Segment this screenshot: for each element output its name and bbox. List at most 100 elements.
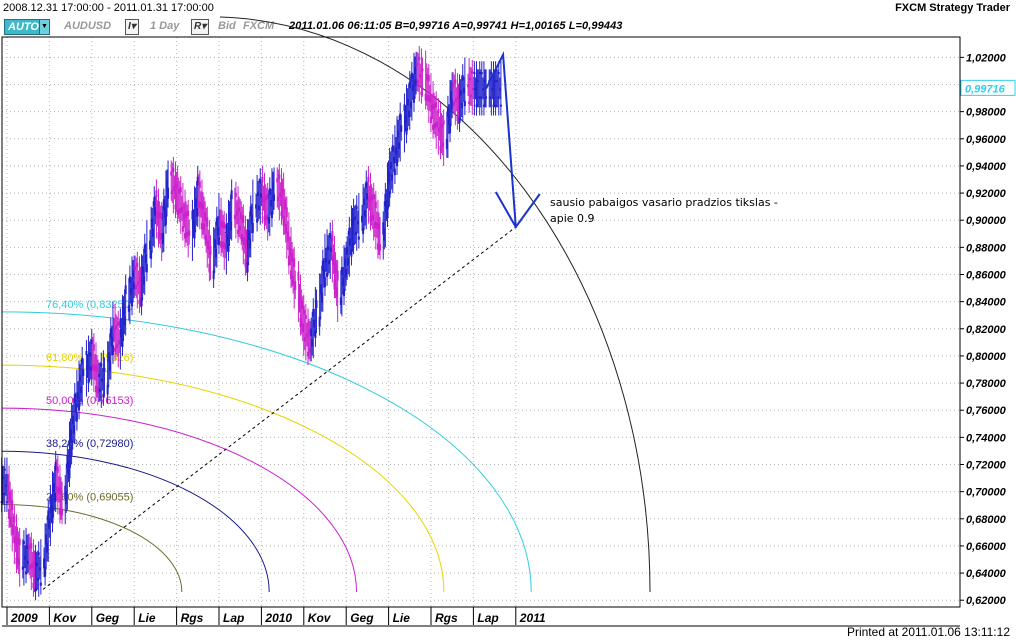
candle-body <box>306 351 309 357</box>
candle-body <box>415 79 418 86</box>
candle-body <box>403 104 406 111</box>
candle-body <box>216 227 219 236</box>
candle-body <box>106 384 109 395</box>
candle-body <box>265 214 268 221</box>
candle-body <box>79 374 82 382</box>
candle-body <box>470 94 473 98</box>
candle-body <box>451 99 454 110</box>
candle-body <box>129 288 132 295</box>
candle-body <box>31 562 34 569</box>
candle-body <box>394 147 397 155</box>
y-tick-label: 0,72000 <box>966 460 1007 472</box>
candle-body <box>291 252 294 262</box>
candle-body <box>118 340 121 345</box>
candle-body <box>119 319 122 329</box>
candle-body <box>99 388 102 393</box>
candle-body <box>372 193 375 200</box>
x-tick-label: 2011 <box>519 611 546 625</box>
candle-body <box>244 259 247 267</box>
candle-body <box>88 352 91 357</box>
candle-body <box>476 80 479 83</box>
auto-scale-button[interactable]: AUTO ▼ <box>4 19 50 35</box>
candle-body <box>167 187 170 199</box>
projection-arrow <box>485 50 517 228</box>
candle-body <box>445 139 448 149</box>
y-tick-label: 0,64000 <box>966 568 1007 580</box>
candle-body <box>277 196 280 201</box>
candle-body <box>239 226 242 231</box>
y-tick-label: 0,76000 <box>966 405 1007 417</box>
candle-body <box>96 365 99 373</box>
candle-body <box>309 348 312 353</box>
reset-menu-button[interactable]: R▾ <box>191 19 210 35</box>
candle-body <box>213 239 216 248</box>
candle-body <box>357 236 360 240</box>
candle-body <box>196 176 199 186</box>
candle-body <box>368 196 371 202</box>
candle-body <box>173 186 176 191</box>
symbol-label[interactable]: AUDUSD <box>64 20 112 32</box>
candle-body <box>441 142 444 147</box>
y-tick-label: 0,98000 <box>966 107 1007 119</box>
candle-body <box>101 378 104 382</box>
candle-body <box>222 241 225 249</box>
candle-body <box>11 500 14 511</box>
candle-body <box>439 146 442 151</box>
candle-body <box>433 103 436 109</box>
candle-body <box>185 212 188 218</box>
candle-body <box>14 536 17 544</box>
candle-body <box>36 577 39 581</box>
candle-body <box>261 176 264 183</box>
candle-body <box>429 116 432 124</box>
candle-body <box>186 231 189 238</box>
candle-body <box>114 347 117 352</box>
candle-body <box>121 338 124 348</box>
fib-level-label: 38,20% (0,72980) <box>46 438 133 450</box>
candle-body <box>16 537 19 545</box>
candle-body <box>240 212 243 220</box>
candle-body <box>200 222 203 230</box>
y-tick-label: 0,92000 <box>966 188 1007 200</box>
candle-body <box>234 192 237 197</box>
candle-body <box>90 339 93 344</box>
candle-body <box>139 277 142 282</box>
candle-body <box>352 242 355 246</box>
x-tick-label: Geg <box>350 611 374 625</box>
candle-body <box>209 246 212 255</box>
candle-body <box>330 247 333 252</box>
candle-body <box>81 357 84 365</box>
chevron-down-icon[interactable]: ▼ <box>38 20 49 34</box>
y-tick-label: 0,74000 <box>966 432 1007 444</box>
x-tick-label: Kov <box>53 611 77 625</box>
candle-body <box>160 212 163 220</box>
candle-body <box>408 81 411 89</box>
candle-body <box>8 509 11 519</box>
candle-body <box>110 336 113 347</box>
candle-body <box>233 214 236 220</box>
period-label[interactable]: 1 Day <box>150 20 180 32</box>
candle-body <box>150 250 153 259</box>
candle-body <box>141 266 144 276</box>
candle-body <box>482 104 485 107</box>
candle-body <box>1 476 4 479</box>
candle-body <box>424 94 427 101</box>
candle-body <box>67 459 70 474</box>
candle-body <box>113 328 115 334</box>
candle-body <box>449 123 452 134</box>
fib-level-label: 50,00% (0,76153) <box>46 395 133 407</box>
candle-body <box>489 96 492 99</box>
candle-body <box>140 297 143 307</box>
candle-body <box>397 130 400 138</box>
indicator-menu-button[interactable]: I▾ <box>125 19 139 35</box>
candle-body <box>120 328 123 338</box>
candle-body <box>303 336 306 342</box>
fib-arc <box>1 311 532 593</box>
candle-body <box>163 206 166 218</box>
candle-body <box>485 96 488 99</box>
candle-body <box>180 206 183 213</box>
candle-body <box>479 96 482 99</box>
candle-body <box>251 222 254 233</box>
candle-body <box>471 70 474 74</box>
x-tick-label: Lie <box>138 611 156 625</box>
